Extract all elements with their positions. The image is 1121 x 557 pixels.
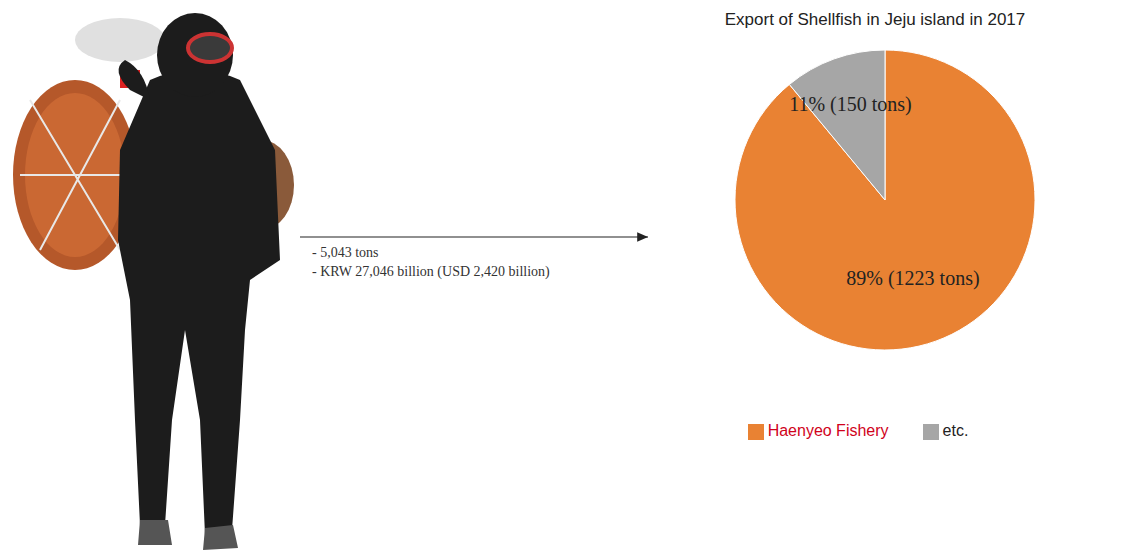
html-text:- 5,043 tons: - 5,043 tons — [312, 245, 379, 260]
svg-text:89% (1223 tons): 89% (1223 tons) — [846, 267, 979, 290]
html-text:Export of Shellfish in Jeju is: Export of Shellfish in Jeju island in 20… — [724, 10, 1026, 29]
html-text:Haenyeo Fishery: Haenyeo Fishery — [767, 422, 889, 439]
html-text:etc.: etc. — [942, 422, 969, 439]
html-text:- KRW 27,046 billion (USD 2,42: - KRW 27,046 billion (USD 2,420 billion) — [312, 264, 550, 279]
svg-text:11% (150 tons): 11% (150 tons) — [789, 93, 912, 116]
